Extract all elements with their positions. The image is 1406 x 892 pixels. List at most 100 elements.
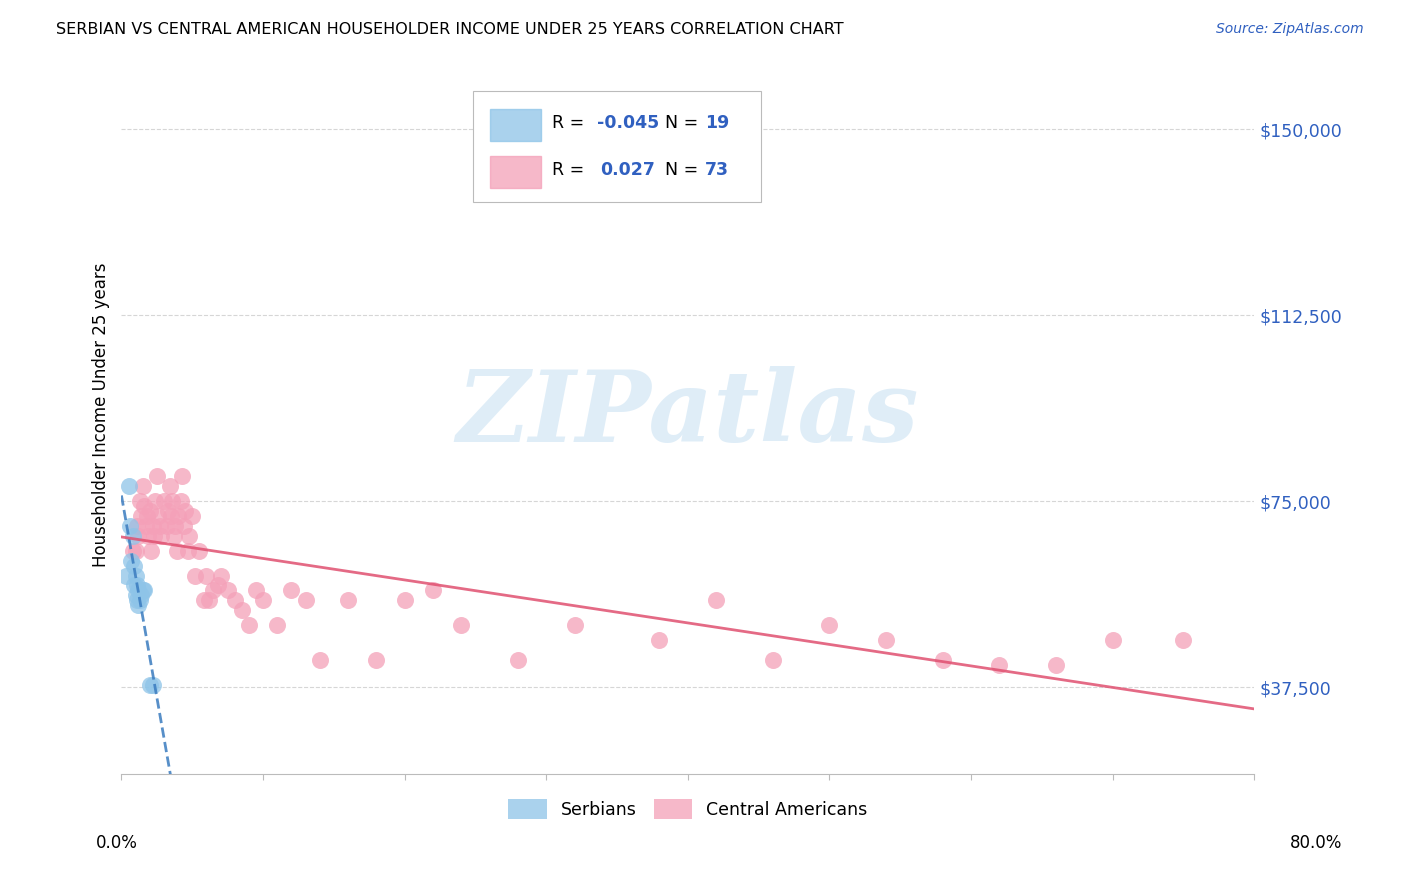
Point — [134, 519, 156, 533]
Point — [150, 529, 173, 543]
Point — [238, 618, 260, 632]
Text: N =: N = — [654, 161, 703, 179]
Point — [149, 519, 172, 533]
Point — [145, 494, 167, 508]
Point — [1045, 657, 1067, 672]
Point — [127, 529, 149, 543]
Point — [172, 469, 194, 483]
Point — [118, 519, 141, 533]
Point — [422, 583, 444, 598]
Point — [127, 583, 149, 598]
Point — [131, 479, 153, 493]
Text: R =: R = — [553, 161, 589, 179]
Point — [153, 494, 176, 508]
Point — [132, 499, 155, 513]
Text: 80.0%: 80.0% — [1291, 834, 1343, 852]
Point — [818, 618, 841, 632]
Point — [141, 543, 163, 558]
Point — [125, 593, 148, 607]
Point — [231, 603, 253, 617]
Point — [450, 618, 472, 632]
Point — [156, 519, 179, 533]
Point — [202, 583, 225, 598]
Point — [245, 583, 267, 598]
Point — [366, 653, 388, 667]
Point — [146, 469, 169, 483]
FancyBboxPatch shape — [472, 91, 762, 202]
Point — [209, 568, 232, 582]
Point — [266, 618, 288, 632]
Y-axis label: Householder Income Under 25 years: Householder Income Under 25 years — [93, 262, 110, 566]
Point — [124, 588, 146, 602]
Point — [142, 519, 165, 533]
Point — [138, 529, 160, 543]
Point — [648, 632, 671, 647]
Text: 0.027: 0.027 — [600, 161, 655, 179]
Point — [167, 509, 190, 524]
Point — [193, 593, 215, 607]
Point — [121, 529, 143, 543]
Point — [506, 653, 529, 667]
Point — [114, 568, 136, 582]
Text: SERBIAN VS CENTRAL AMERICAN HOUSEHOLDER INCOME UNDER 25 YEARS CORRELATION CHART: SERBIAN VS CENTRAL AMERICAN HOUSEHOLDER … — [56, 22, 844, 37]
Point — [184, 568, 207, 582]
Point — [173, 519, 195, 533]
Point — [142, 677, 165, 691]
Point — [165, 519, 187, 533]
Point — [762, 653, 785, 667]
Point — [159, 479, 181, 493]
Point — [157, 504, 180, 518]
Point — [122, 578, 145, 592]
Point — [117, 479, 139, 493]
Text: 0.0%: 0.0% — [96, 834, 138, 852]
Point — [129, 509, 152, 524]
Point — [394, 593, 416, 607]
Point — [125, 519, 148, 533]
Bar — [489, 109, 540, 141]
Point — [308, 653, 330, 667]
Point — [128, 593, 150, 607]
Point — [136, 509, 159, 524]
Point — [174, 504, 197, 518]
Point — [124, 568, 146, 582]
Point — [217, 583, 239, 598]
Text: Source: ZipAtlas.com: Source: ZipAtlas.com — [1216, 22, 1364, 37]
Text: 19: 19 — [704, 114, 730, 132]
Bar — [489, 156, 540, 188]
Point — [181, 509, 204, 524]
Point — [122, 558, 145, 573]
Point — [128, 494, 150, 508]
Point — [188, 543, 211, 558]
Point — [125, 578, 148, 592]
Point — [179, 529, 201, 543]
Point — [127, 599, 149, 613]
Point — [166, 543, 188, 558]
Point — [129, 588, 152, 602]
Point — [195, 568, 218, 582]
Text: R =: R = — [553, 114, 589, 132]
Point — [139, 677, 162, 691]
Point — [120, 554, 142, 568]
Point — [875, 632, 897, 647]
Point — [337, 593, 360, 607]
Point — [224, 593, 246, 607]
Point — [207, 578, 229, 592]
Point — [294, 593, 316, 607]
Point — [124, 543, 146, 558]
Point — [988, 657, 1011, 672]
Legend: Serbians, Central Americans: Serbians, Central Americans — [502, 792, 875, 826]
Point — [162, 494, 184, 508]
Point — [121, 543, 143, 558]
Point — [1101, 632, 1123, 647]
Point — [170, 494, 193, 508]
Point — [160, 509, 183, 524]
Point — [931, 653, 953, 667]
Point — [132, 583, 155, 598]
Point — [131, 583, 153, 598]
Text: 73: 73 — [704, 161, 728, 179]
Point — [143, 529, 166, 543]
Point — [163, 529, 186, 543]
Point — [1173, 632, 1195, 647]
Point — [198, 593, 221, 607]
Text: N =: N = — [654, 114, 703, 132]
